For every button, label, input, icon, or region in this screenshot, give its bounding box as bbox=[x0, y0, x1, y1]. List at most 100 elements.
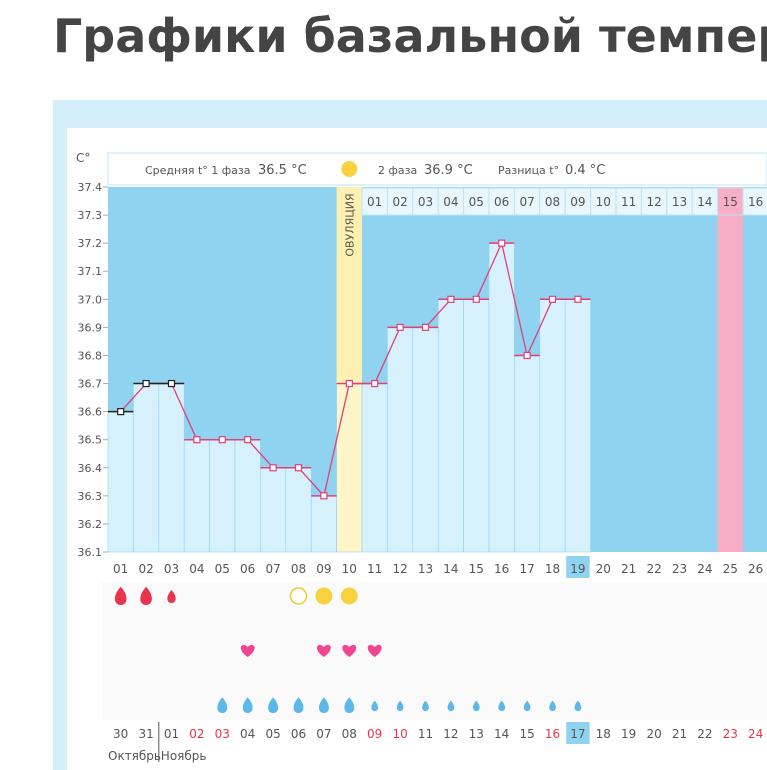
bar bbox=[209, 439, 236, 553]
bar bbox=[539, 299, 566, 553]
y-tick-label: 36.7 bbox=[78, 378, 103, 391]
day-cell bbox=[691, 187, 719, 216]
drop-icon bbox=[344, 697, 355, 713]
day-cell bbox=[640, 187, 668, 216]
point bbox=[523, 351, 531, 360]
x-tick-label: 09 bbox=[316, 562, 331, 576]
page-title: Графики базальной температуры bbox=[53, 9, 767, 63]
date-label: 10 bbox=[392, 727, 407, 741]
heart-icon bbox=[240, 644, 255, 657]
phase2-day: 06 bbox=[494, 195, 509, 209]
phase2-day: 05 bbox=[469, 195, 484, 209]
day-cell bbox=[386, 187, 414, 216]
x-tick-label: 12 bbox=[392, 562, 407, 576]
phase2-day: 12 bbox=[646, 195, 661, 209]
drop-icon bbox=[371, 700, 379, 711]
date-label: 31 bbox=[138, 727, 153, 741]
heart-icon bbox=[316, 644, 331, 657]
x-tick-label: 10 bbox=[342, 562, 357, 576]
x-tick-label: 21 bbox=[621, 562, 636, 576]
date-label: 09 bbox=[367, 727, 382, 741]
y-tick-label: 37.0 bbox=[78, 293, 103, 306]
x-tick-label: 11 bbox=[367, 562, 382, 576]
drop-icon bbox=[396, 700, 404, 711]
point bbox=[294, 464, 303, 472]
day-cell bbox=[412, 187, 439, 216]
point bbox=[218, 436, 226, 444]
x-tick-label: 14 bbox=[443, 562, 458, 576]
y-tick-label: 36.2 bbox=[78, 518, 103, 531]
bar bbox=[361, 383, 388, 553]
phase2-day: 07 bbox=[519, 195, 534, 209]
bar bbox=[514, 355, 541, 553]
day-cell bbox=[463, 187, 490, 216]
drop-icon bbox=[422, 700, 429, 711]
date-label: 03 bbox=[215, 727, 230, 741]
point bbox=[371, 379, 379, 388]
point bbox=[548, 295, 557, 303]
drop-icon bbox=[318, 697, 329, 713]
point bbox=[421, 323, 430, 331]
ovulation-test bbox=[289, 587, 308, 605]
x-tick-label: 01 bbox=[113, 562, 128, 576]
phase2-day: 08 bbox=[545, 195, 560, 209]
x-tick-label: 17 bbox=[519, 562, 534, 576]
bar bbox=[260, 467, 287, 553]
diff-label: Разница t° bbox=[498, 164, 559, 177]
date-label: 01 bbox=[164, 727, 179, 741]
y-tick-label: 36.8 bbox=[78, 349, 103, 362]
y-unit: C° bbox=[76, 151, 90, 165]
bar bbox=[336, 383, 363, 553]
day-cell bbox=[742, 187, 767, 216]
point bbox=[193, 436, 201, 444]
drop-icon bbox=[167, 590, 176, 603]
x-tick-label: 23 bbox=[672, 562, 687, 576]
bar bbox=[183, 439, 210, 553]
point bbox=[574, 295, 582, 303]
symbols-bg bbox=[102, 582, 767, 720]
point bbox=[142, 379, 150, 388]
heart-icon bbox=[367, 644, 382, 657]
drop-icon bbox=[549, 700, 556, 711]
y-tick-label: 36.5 bbox=[78, 434, 103, 447]
point bbox=[345, 379, 353, 388]
y-tick-label: 36.4 bbox=[78, 462, 103, 475]
x-tick-label: 13 bbox=[418, 562, 433, 576]
bar bbox=[234, 439, 261, 553]
y-tick-label: 36.3 bbox=[78, 490, 103, 503]
day-cell bbox=[590, 187, 617, 216]
date-label: 19 bbox=[621, 727, 636, 741]
date-label: 24 bbox=[748, 727, 763, 741]
day-cell bbox=[717, 187, 744, 216]
point bbox=[320, 492, 328, 500]
phase2-day: 16 bbox=[748, 195, 763, 209]
ovulation-test bbox=[315, 587, 333, 605]
bar bbox=[387, 327, 414, 553]
date-label: 14 bbox=[494, 727, 509, 741]
point bbox=[269, 464, 277, 472]
diff-value: 0.4 °C bbox=[565, 163, 605, 178]
current-day-bg bbox=[566, 556, 590, 578]
x-tick-label: 20 bbox=[596, 562, 611, 576]
drop-icon bbox=[498, 700, 506, 711]
month-label: Ноябрь bbox=[161, 749, 207, 763]
x-tick-label: 08 bbox=[291, 562, 306, 576]
heart-icon bbox=[342, 644, 357, 657]
phase2-day: 01 bbox=[367, 195, 382, 209]
y-tick-label: 37.3 bbox=[78, 209, 103, 222]
day-cell bbox=[666, 187, 693, 216]
point bbox=[498, 239, 506, 247]
x-tick-label: 18 bbox=[545, 562, 560, 576]
date-label: 17 bbox=[570, 727, 585, 741]
drop-icon bbox=[523, 700, 531, 711]
header-row bbox=[107, 152, 767, 186]
drop-icon bbox=[447, 700, 455, 711]
day-cell bbox=[564, 187, 592, 216]
x-tick-label: 07 bbox=[265, 562, 280, 576]
date-label: 07 bbox=[316, 727, 331, 741]
bar bbox=[158, 383, 185, 553]
x-tick-label: 26 bbox=[748, 562, 763, 576]
y-tick-label: 37.2 bbox=[78, 237, 103, 250]
